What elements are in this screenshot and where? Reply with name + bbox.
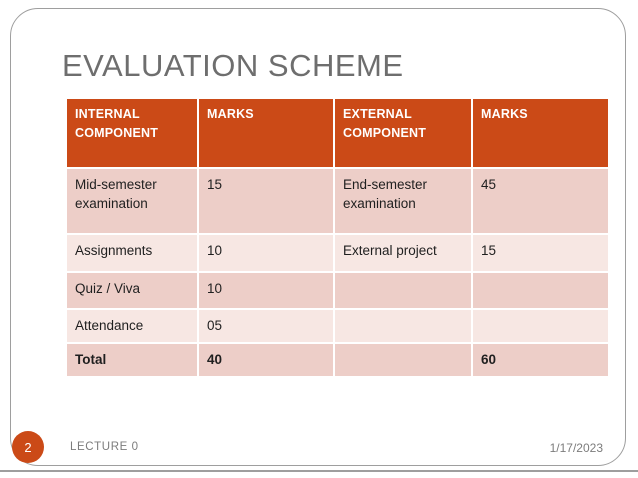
- date-text: 1/17/2023: [549, 441, 603, 455]
- page-number: 2: [24, 439, 32, 455]
- table-row: Mid-semester examination 15 End-semester…: [65, 167, 610, 235]
- table-cell: 10: [197, 271, 335, 310]
- table-cell: End-semester examination: [333, 167, 473, 235]
- header-marks-internal: MARKS: [197, 97, 335, 169]
- table-cell: Attendance: [65, 308, 199, 344]
- table-cell: Mid-semester examination: [65, 167, 199, 235]
- header-marks-external: MARKS: [471, 97, 610, 169]
- table-row: Attendance 05: [65, 308, 610, 344]
- slide-border-frame: [10, 8, 626, 466]
- footer-text: LECTURE 0: [70, 441, 139, 453]
- table-cell: 45: [471, 167, 610, 235]
- table-cell: 15: [197, 167, 335, 235]
- table-cell: 40: [197, 342, 335, 378]
- bottom-edge-line: [0, 470, 638, 472]
- table-row: Assignments 10 External project 15: [65, 233, 610, 273]
- table-cell: 10: [197, 233, 335, 273]
- table-cell: 60: [471, 342, 610, 378]
- table-row-total: Total 40 60: [65, 342, 610, 378]
- slide-title: EVALUATION SCHEME: [62, 48, 404, 83]
- table-row: Quiz / Viva 10: [65, 271, 610, 310]
- table-cell: 15: [471, 233, 610, 273]
- page-number-badge: 2: [12, 431, 44, 463]
- table-header-row: INTERNAL COMPONENT MARKS EXTERNAL COMPON…: [65, 97, 610, 169]
- header-internal-component: INTERNAL COMPONENT: [65, 97, 199, 169]
- header-external-component: EXTERNAL COMPONENT: [333, 97, 473, 169]
- table-cell: [471, 271, 610, 310]
- table-cell: [333, 271, 473, 310]
- table-cell: Assignments: [65, 233, 199, 273]
- table-cell: External project: [333, 233, 473, 273]
- table-cell: Total: [65, 342, 199, 378]
- table-cell: [471, 308, 610, 344]
- evaluation-table: INTERNAL COMPONENT MARKS EXTERNAL COMPON…: [65, 97, 610, 378]
- table-cell: Quiz / Viva: [65, 271, 199, 310]
- table-cell: [333, 342, 473, 378]
- table-cell: [333, 308, 473, 344]
- table-cell: 05: [197, 308, 335, 344]
